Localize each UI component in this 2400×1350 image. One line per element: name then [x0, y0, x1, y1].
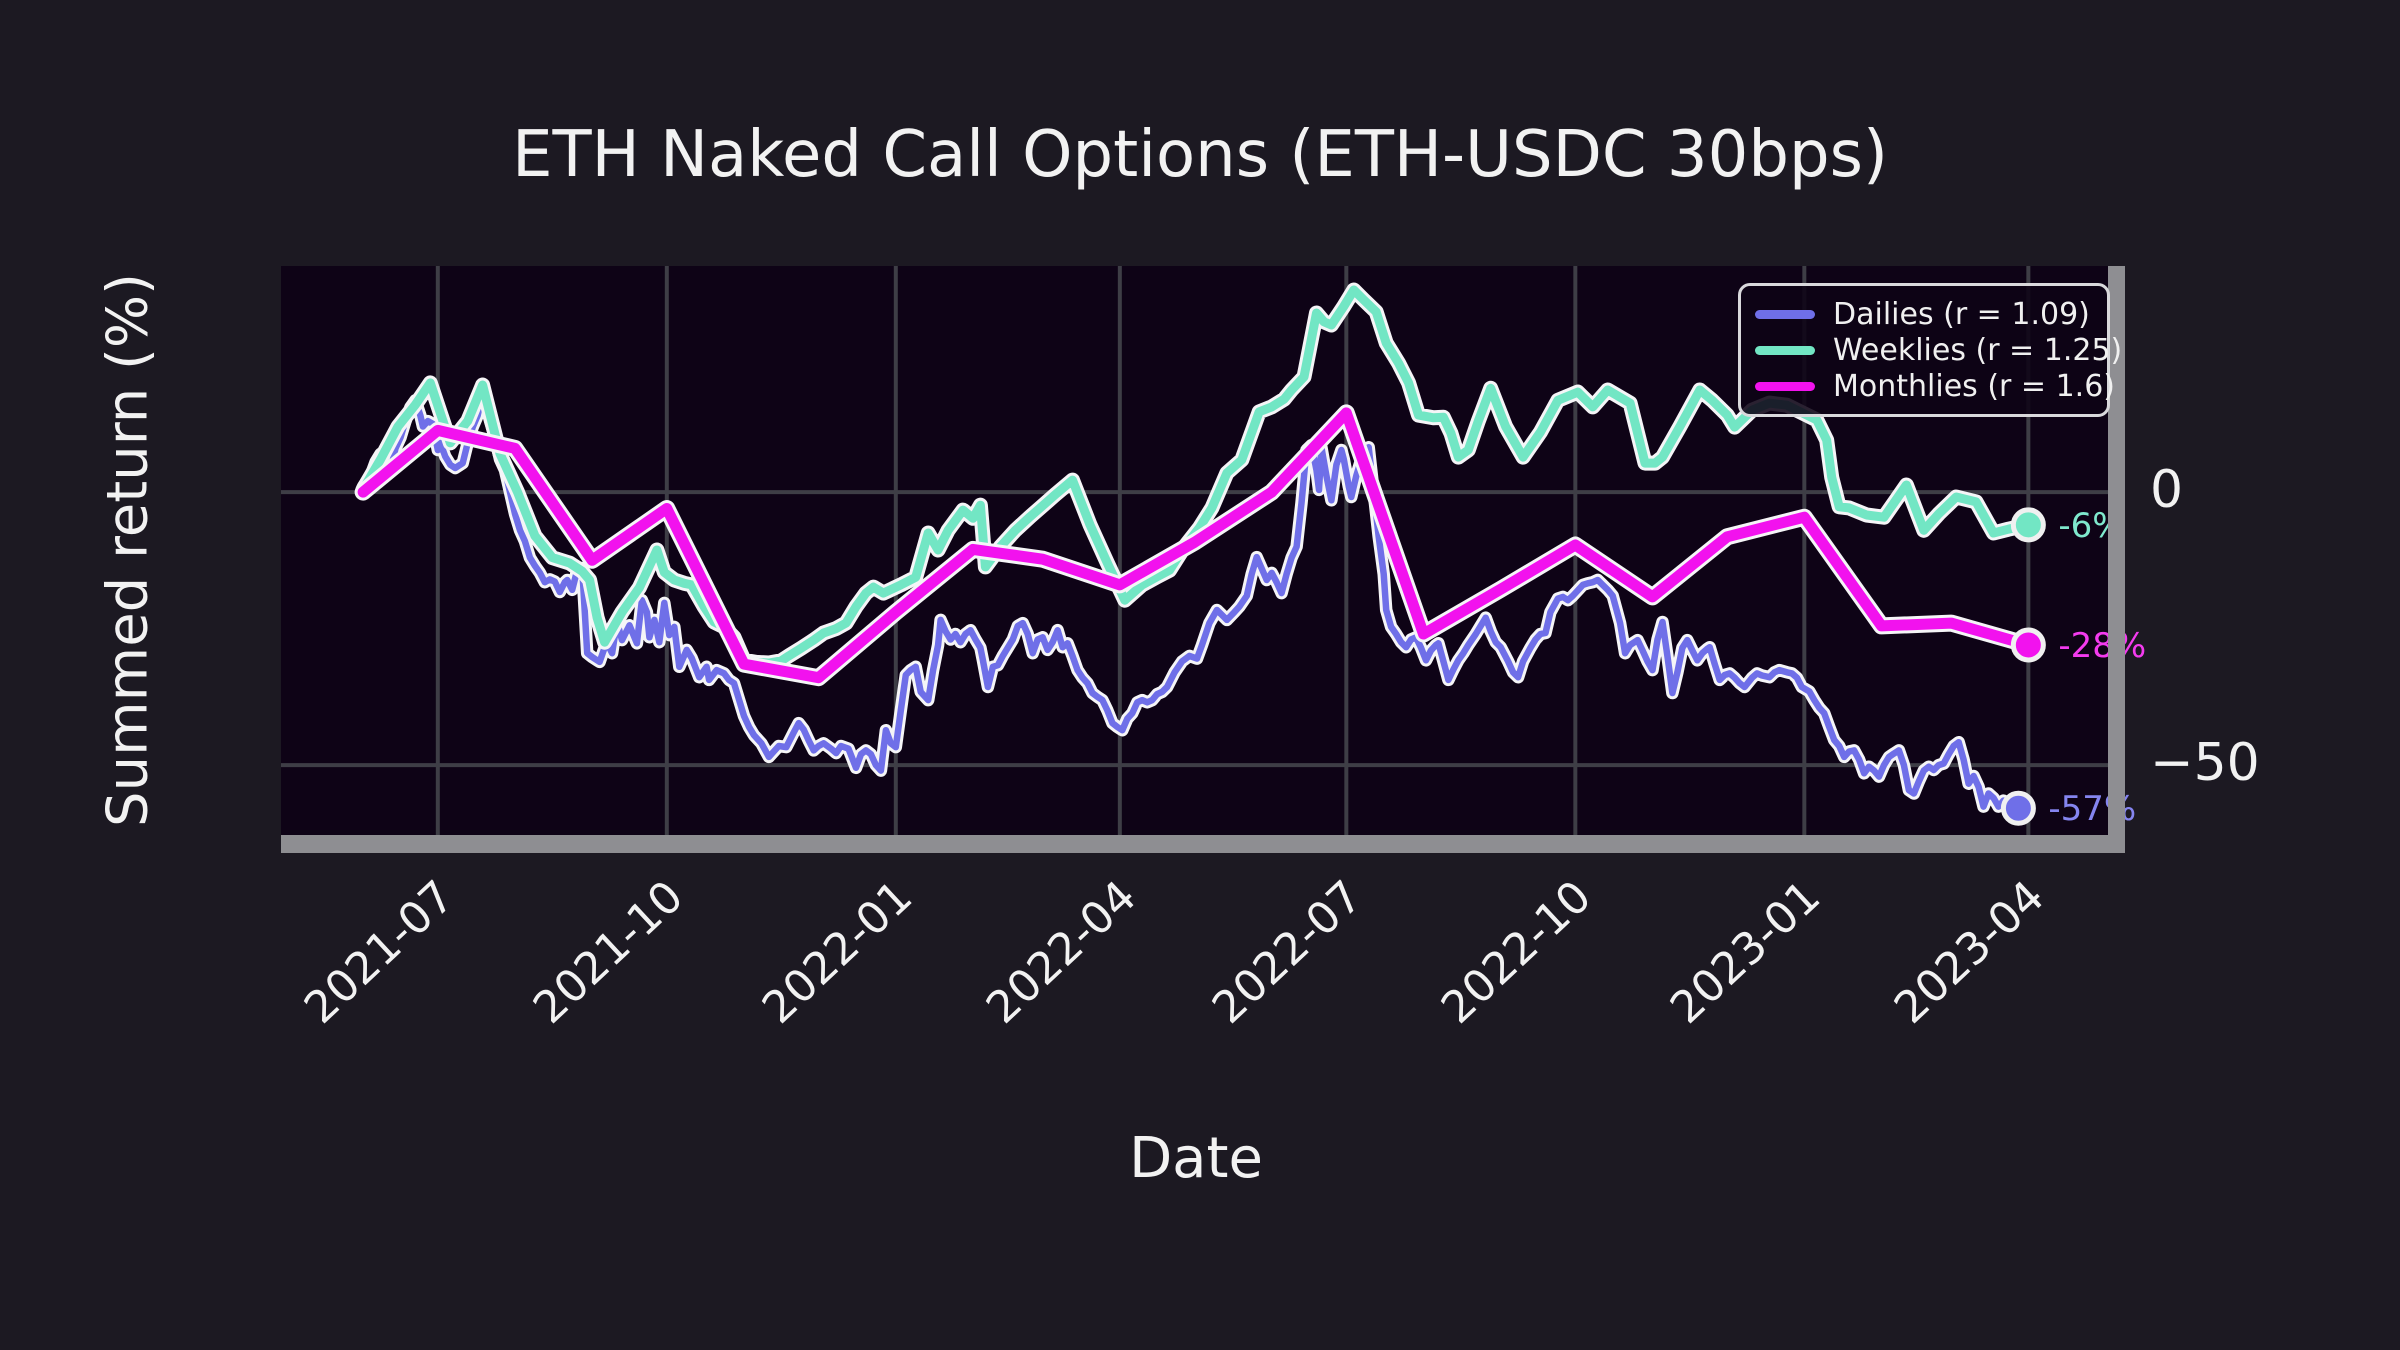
series-line-monthlies: [357, 407, 2034, 684]
y-tick-label: −50: [2150, 733, 2260, 794]
x-tick-label: 2021-10: [523, 871, 693, 1034]
series-line-dailies: [359, 397, 2022, 812]
end-marker: [2000, 790, 2036, 826]
legend-entry: Dailies (r = 1.09): [1755, 296, 2091, 332]
axis-spine-right: [2108, 266, 2125, 853]
legend-entry: Weeklies (r = 1.25): [1755, 332, 2122, 368]
legend-label: Weeklies (r = 1.25): [1833, 332, 2123, 368]
end-marker: [2010, 507, 2046, 543]
x-axis-label: Date: [1129, 1126, 1263, 1191]
legend-swatch-icon: [1755, 345, 1815, 355]
legend-entry: Monthlies (r = 1.6): [1755, 368, 2115, 404]
y-axis-label: Summed return (%): [95, 273, 161, 827]
end-value-label: -28%: [2058, 626, 2146, 666]
legend-label: Monthlies (r = 1.6): [1833, 368, 2115, 404]
x-tick-label: 2023-01: [1661, 871, 1831, 1034]
legend-label: Dailies (r = 1.09): [1833, 296, 2090, 332]
legend-box: Dailies (r = 1.09) Weeklies (r = 1.25) Mon…: [1738, 283, 2122, 417]
legend-swatch-icon: [1755, 309, 1815, 319]
legend-swatch-icon: [1755, 381, 1815, 391]
x-tick-label: 2022-07: [1203, 871, 1373, 1034]
y-tick-label: 0: [2150, 460, 2184, 521]
axis-spine-bottom: [281, 835, 2125, 853]
chart-canvas: -6%-28%-57%: [281, 266, 2146, 835]
x-tick-label: 2023-04: [1885, 871, 2055, 1034]
x-tick-label: 2022-01: [752, 871, 922, 1034]
x-tick-label: 2022-04: [976, 871, 1146, 1034]
x-tick-label: 2022-10: [1432, 871, 1602, 1034]
series-outline: [356, 394, 2025, 815]
x-tick-label: 2021-07: [294, 871, 464, 1034]
end-marker: [2010, 627, 2046, 663]
chart-title: ETH Naked Call Options (ETH-USDC 30bps): [512, 118, 1888, 192]
